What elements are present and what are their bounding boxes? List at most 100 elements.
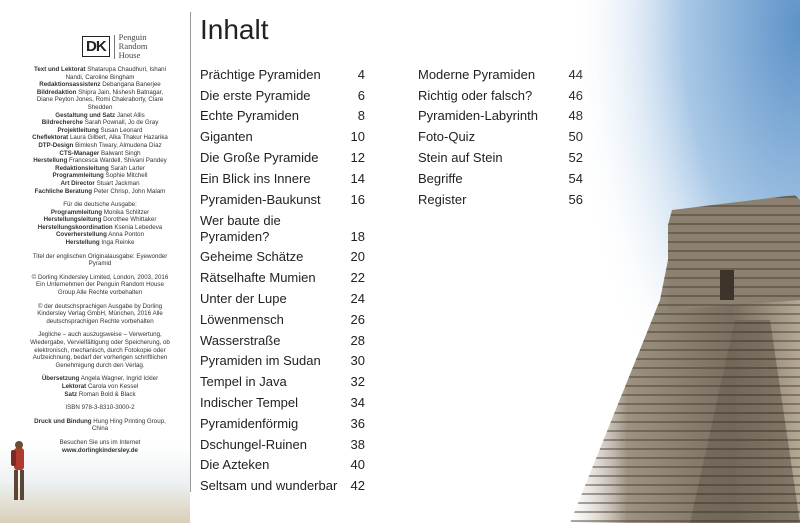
toc-title: Die Große Pyramide [200, 149, 319, 165]
credit-line: Projektleitung Susan Leonard [30, 127, 170, 135]
credit-role: Redaktionsleitung [55, 164, 109, 172]
publisher-line: Penguin [118, 32, 147, 42]
credit-names: Balwant Singh [101, 149, 141, 157]
credit-line: Druck und Bindung Hung Hing Printing Gro… [30, 418, 170, 433]
credit-names: Ksenia Lebedeva [114, 223, 163, 231]
toc-title: Dschungel-Ruinen [200, 436, 307, 452]
credits-panel: DK Penguin Random House Text und Lektora… [0, 0, 190, 523]
toc-title: Löwenmensch [200, 311, 284, 327]
toc-page: 20 [350, 249, 365, 265]
credit-role: Programmleitung [52, 172, 104, 180]
toc-page: 18 [350, 228, 365, 244]
toc-title: Richtig oder falsch? [418, 87, 533, 103]
toc-entry: Tempel in Java 32 [200, 369, 365, 390]
toc-page: 24 [350, 290, 365, 306]
toc-entry: Pyramidenförmig 36 [200, 411, 365, 432]
credit-role: Herstellungsleitung [43, 216, 102, 224]
toc-title: Moderne Pyramiden [418, 66, 536, 82]
credit-line: Redaktionsassistenz Debangana Banerjee [30, 81, 170, 89]
credit-role: Text und Lektorat [34, 66, 86, 73]
notice-group: © Dorling Kindersley Limited, London, 20… [30, 274, 170, 297]
credit-names: Susan Leonard [100, 126, 143, 134]
credit-role: Herstellungskoordination [37, 223, 113, 231]
toc-title: Die erste Pyramide [200, 87, 311, 103]
isbn: ISBN 978-3-8310-3000-2 [65, 404, 135, 412]
toc-title: Begriffe [418, 170, 463, 186]
credit-role: Herstellung [65, 239, 100, 247]
toc-entry: Ein Blick ins Innere 14 [200, 166, 365, 187]
credit-line: Satz Roman Bold & Black [30, 391, 170, 399]
credit-line: Programmleitung Monika Schlitzer [30, 209, 170, 217]
credit-line: Cheflektorat Laura Gilbert, Alka Thakur … [30, 134, 170, 142]
toc-entry: Indischer Tempel 34 [200, 390, 365, 411]
toc-entry: Die Azteken 40 [200, 453, 365, 474]
divider [190, 12, 191, 492]
credit-names: Roman Bold & Black [78, 390, 136, 398]
credit-names: Angela Wagner, Ingrid Ickler [80, 375, 159, 383]
notice: © der deutschsprachigen Ausgabe by Dorli… [37, 302, 163, 325]
toc-page: 22 [350, 270, 365, 286]
credit-names: Stuart Jackman [96, 179, 140, 187]
credit-line: Übersetzung Angela Wagner, Ingrid Ickler [30, 375, 170, 383]
notice-group: Titel der englischen Originalausgabe: Ey… [30, 253, 170, 268]
credit-line: Gestaltung und Satz Janet Allis [30, 112, 170, 120]
edition-heading: Für die deutsche Ausgabe: [63, 201, 137, 209]
credit-names: Laura Gilbert, Alka Thakur Hazarika [69, 134, 168, 142]
credit-names: Hung Hing Printing Group, China [91, 417, 166, 433]
credit-names: Shipra Jain, Nishesh Batnagar, Diane Pey… [36, 88, 164, 111]
toc-entry: Wer baute die Pyramiden? 18 [200, 208, 365, 245]
toc-title: Rätselhafte Mumien [200, 270, 316, 286]
isbn-group: ISBN 978-3-8310-3000-2 [30, 404, 170, 412]
credit-names: Carola von Kessel [87, 382, 139, 390]
credit-group: Für die deutsche Ausgabe: Programmleitung… [30, 201, 170, 247]
credit-line: Text und Lektorat Shatarupa Chaudhuri, I… [30, 66, 170, 81]
credit-role: Bildredaktion [36, 88, 77, 96]
toc-title: Giganten [200, 129, 253, 145]
notice-group: Jegliche – auch auszugsweise – Verwertun… [30, 331, 170, 369]
page-title: Inhalt [200, 14, 269, 45]
credit-group: Übersetzung Angela Wagner, Ingrid Ickler… [30, 375, 170, 398]
pyramid-photo [540, 0, 800, 523]
credit-group: Druck und Bindung Hung Hing Printing Gro… [30, 418, 170, 433]
toc-entry: Wasserstraße 28 [200, 328, 365, 349]
toc-entry: Seltsam und wunderbar 42 [200, 473, 365, 494]
toc-page: 16 [350, 191, 365, 207]
toc-entry: Prächtige Pyramiden 4 [200, 62, 365, 83]
credit-line: Herstellung Francesca Wardell, Shivani P… [30, 157, 170, 165]
credit-role: Redaktionsassistenz [39, 81, 101, 89]
credit-names: Janet Allis [116, 111, 145, 119]
toc-page: 10 [350, 129, 365, 145]
logo: DK Penguin Random House [82, 33, 147, 60]
credit-names: Monika Schlitzer [103, 208, 150, 216]
credits: Text und Lektorat Shatarupa Chaudhuri, I… [30, 66, 170, 460]
toc-title: Pyramidenförmig [200, 415, 299, 431]
website-text: Besuchen Sie uns im Internet [59, 438, 141, 446]
toc-title: Foto-Quiz [418, 129, 476, 145]
hiker-illustration [11, 441, 24, 500]
credit-names: Dorothee Whittaker [103, 216, 157, 224]
toc-entry: Giganten 10 [200, 124, 365, 145]
toc-title: Ein Blick ins Innere [200, 170, 311, 186]
credit-role: Lektorat [61, 382, 87, 390]
credit-line: Programmleitung Sophie Mitchell [30, 172, 170, 180]
credit-names: Francesca Wardell, Shivani Pandey [68, 157, 167, 165]
toc-title: Echte Pyramiden [200, 108, 299, 124]
toc-entry: Pyramiden-Baukunst 16 [200, 187, 365, 208]
notice-group: © der deutschsprachigen Ausgabe by Dorli… [30, 303, 170, 326]
toc-page: 28 [350, 332, 365, 348]
credit-line: Art Director Stuart Jackman [30, 180, 170, 188]
website-url: www.dorlingkindersley.de [62, 446, 138, 454]
credit-names: Anna Ponton [108, 231, 145, 239]
toc-page: 38 [350, 436, 365, 452]
toc-title: Wer baute die Pyramiden? [200, 212, 281, 244]
credit-names: Peter Chrisp, John Malam [93, 187, 166, 195]
credit-role: Programmleitung [50, 208, 103, 216]
toc-entry: Rätselhafte Mumien 22 [200, 265, 365, 286]
credit-line: Fachliche Beratung Peter Chrisp, John Ma… [30, 188, 170, 196]
credit-names: Shatarupa Chaudhuri, Ishani Nandi, Carol… [65, 66, 166, 81]
notice: Jegliche – auch auszugsweise – Verwertun… [30, 331, 170, 369]
website-group: Besuchen Sie uns im Internet www.dorlingk… [30, 439, 170, 454]
toc-title: Stein auf Stein [418, 149, 503, 165]
credit-names: Debangana Banerjee [102, 81, 161, 89]
credit-role: Herstellung [33, 157, 68, 165]
